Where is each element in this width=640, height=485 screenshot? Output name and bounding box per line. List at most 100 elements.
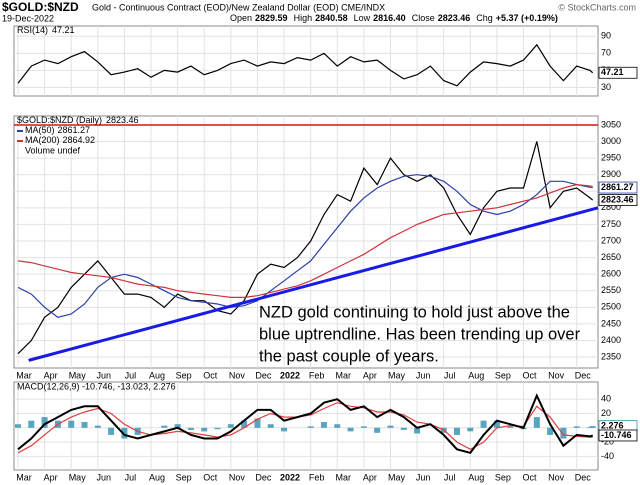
annotation: the past couple of years.	[259, 347, 439, 365]
x-tick-label: Jul	[125, 472, 137, 482]
histogram-bar	[174, 424, 181, 428]
histogram-bar	[414, 427, 421, 434]
date: 19-Dec-2022	[2, 13, 54, 23]
legend-entry: MA(50) 2861.27	[25, 125, 90, 135]
histogram-bar	[241, 420, 248, 428]
quote-name: Chg	[476, 13, 493, 23]
histogram-bar	[400, 427, 407, 430]
y-tick-label: 2550	[601, 285, 621, 295]
x-tick-label: Apr	[44, 472, 58, 482]
quote-name: High	[294, 13, 313, 23]
histogram-bar	[187, 427, 194, 430]
series-line	[17, 183, 593, 298]
y-tick-label: 2400	[601, 335, 621, 345]
quote-name: Low	[354, 13, 371, 23]
x-tick-label: Apr	[363, 370, 377, 380]
y-tick-label: -20	[601, 436, 614, 446]
x-tick-label: Aug	[149, 370, 165, 380]
series-line	[17, 141, 594, 355]
legend-value: 2861.27	[58, 125, 91, 135]
x-tick-label: Nov	[229, 370, 246, 380]
histogram-bar	[68, 420, 75, 428]
y-tick-label: 2750	[601, 219, 621, 229]
panel: Mar Apr May Jun Jul Aug Sep Oct Nov Dec 2022 Feb Mar…	[14, 381, 638, 482]
title-text: RSI(14)	[17, 25, 48, 35]
x-tick-label: May	[388, 472, 406, 482]
histogram-bar	[387, 425, 394, 428]
quote-name: Close	[412, 13, 435, 23]
x-tick-label: Mar	[16, 472, 32, 482]
y-tick-label: 70	[601, 48, 611, 58]
x-tick-label: Sep	[176, 370, 192, 380]
y-tick-label: 2500	[601, 302, 621, 312]
quote-value: 2816.40	[373, 13, 406, 23]
y-tick-label: 3050	[601, 119, 621, 129]
histogram-bar	[254, 418, 261, 428]
histogram-bar	[214, 427, 221, 430]
histogram-bar	[507, 426, 514, 428]
description: Gold - Continuous Contract (EOD)/New Zea…	[92, 2, 385, 12]
x-tick-label: Jun	[97, 370, 112, 380]
value-box-label: 2.276	[601, 421, 624, 431]
histogram-bar	[201, 427, 208, 432]
y-tick-label: 2450	[601, 318, 621, 328]
quote-value: +5.37 (+0.19%)	[496, 13, 558, 23]
panel-title: MACD(12,26,9) -10.746, -13.023, 2.276	[17, 381, 176, 391]
legend-value: 2864.92	[63, 135, 96, 145]
x-tick-label: Feb	[309, 370, 325, 380]
x-tick-label: Mar	[336, 370, 352, 380]
legend-name: MA(200)	[25, 135, 60, 145]
value-box-label: 2861.27	[601, 182, 634, 192]
x-tick-label: Oct	[203, 370, 218, 380]
histogram-bar	[81, 422, 88, 428]
histogram-bar	[547, 427, 554, 435]
x-tick-label: Nov	[548, 472, 565, 482]
x-tick-label: Jul	[444, 472, 456, 482]
x-tick-label: Sep	[176, 472, 192, 482]
histogram-bar	[480, 420, 487, 428]
x-tick-label: Oct	[522, 472, 537, 482]
y-tick-label: 90	[601, 31, 611, 41]
histogram-bar	[108, 427, 115, 435]
x-tick-label: Jul	[444, 370, 456, 380]
x-tick-label: 2022	[280, 370, 300, 380]
y-tick-label: -40	[601, 451, 614, 461]
x-tick-label: Dec	[575, 472, 592, 482]
y-tick-label: 2700	[601, 235, 621, 245]
x-tick-label: Oct	[522, 370, 537, 380]
histogram-bar	[560, 427, 567, 439]
x-tick-label: Nov	[548, 370, 565, 380]
panel-border	[13, 25, 599, 97]
x-tick-label: Jun	[416, 370, 431, 380]
x-tick-label: Jul	[125, 370, 137, 380]
y-tick-label: 2950	[601, 152, 621, 162]
y-tick-label: 2350	[601, 351, 621, 361]
x-tick-label: Dec	[255, 370, 272, 380]
quote-value: 2823.46	[438, 13, 471, 23]
value-box	[598, 181, 638, 194]
x-tick-label: Feb	[309, 472, 325, 482]
histogram-bar	[533, 417, 540, 428]
x-tick-label: Nov	[229, 472, 246, 482]
histogram-bar	[121, 427, 128, 439]
histogram-bar	[360, 426, 367, 428]
x-tick-label: 2022	[280, 472, 300, 482]
x-tick-label: May	[69, 370, 87, 380]
x-tick-label: Dec	[255, 472, 272, 482]
histogram-bar	[267, 424, 274, 428]
value-box-label: -10.746	[601, 430, 632, 440]
x-tick-label: Sep	[495, 472, 511, 482]
x-tick-label: May	[388, 370, 406, 380]
x-tick-label: Mar	[16, 370, 32, 380]
annotation: blue uptrendline. Has been trending up o…	[259, 325, 581, 343]
histogram-bar	[334, 424, 341, 428]
value-box-label: 2823.46	[601, 194, 634, 204]
x-tick-label: Jun	[416, 472, 431, 482]
series-line	[17, 43, 594, 87]
histogram-bar	[14, 424, 21, 428]
x-tick-label: Mar	[336, 472, 352, 482]
value-box	[598, 429, 638, 442]
histogram-bar	[374, 427, 381, 433]
